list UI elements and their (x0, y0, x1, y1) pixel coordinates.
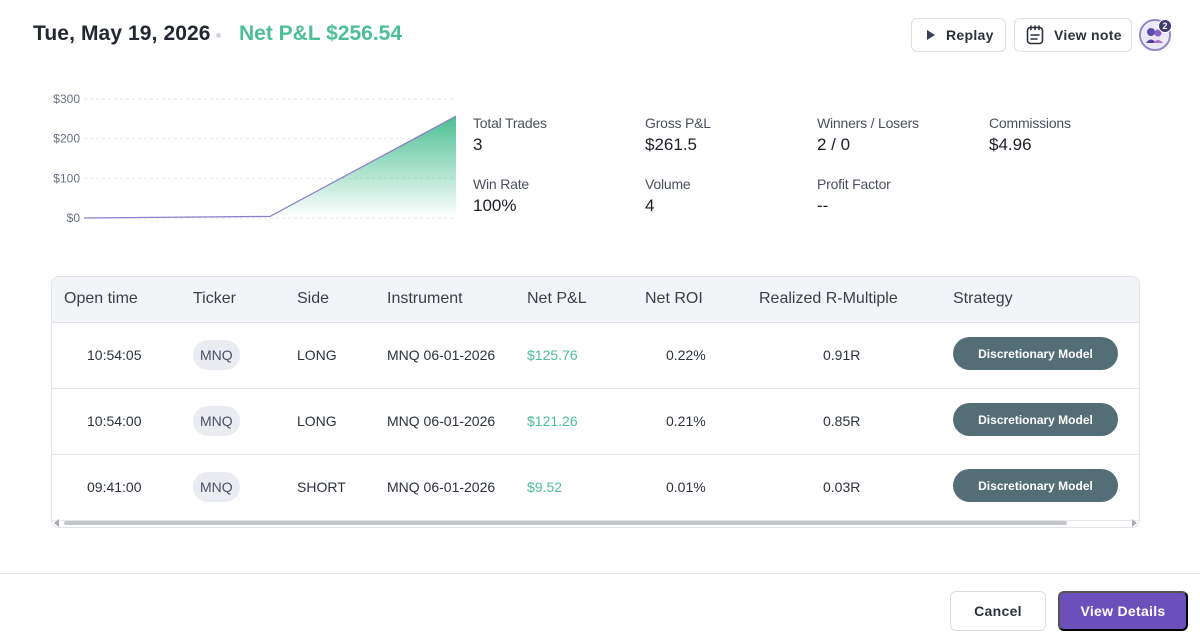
stat-volume: Volume 4 (645, 176, 691, 216)
trades-table: Open time Ticker Side Instrument Net P&L… (51, 276, 1140, 528)
column-header-net-roi[interactable]: Net ROI (645, 290, 703, 307)
replay-button-label: Replay (946, 27, 994, 43)
column-header-side[interactable]: Side (297, 290, 330, 307)
column-header-ticker[interactable]: Ticker (193, 290, 236, 307)
stat-value: $4.96 (989, 135, 1032, 154)
cell-net-roi: 0.21% (666, 413, 706, 429)
column-header-strategy[interactable]: Strategy (953, 290, 1013, 307)
stat-label: Profit Factor (817, 176, 891, 192)
cancel-button[interactable]: Cancel (950, 591, 1046, 631)
cell-side: LONG (297, 347, 337, 363)
cell-r-multiple: 0.91R (823, 347, 861, 363)
y-tick-label: $200 (53, 132, 80, 146)
cell-net-roi: 0.22% (666, 347, 706, 363)
horizontal-scrollbar[interactable] (52, 517, 1139, 527)
stat-value: -- (817, 196, 829, 215)
footer-divider (0, 573, 1200, 574)
stat-winners-losers: Winners / Losers 2 / 0 (817, 115, 919, 155)
stat-value: 3 (473, 135, 483, 154)
stat-commissions: Commissions $4.96 (989, 115, 1071, 155)
stat-profit-factor: Profit Factor -- (817, 176, 891, 216)
cell-r-multiple: 0.03R (823, 479, 861, 495)
scroll-left-arrow-icon[interactable] (54, 519, 59, 527)
cell-instrument: MNQ 06-01-2026 (387, 479, 496, 495)
notification-count-badge: 2 (1158, 19, 1172, 33)
strategy-tag[interactable]: Discretionary Model (953, 337, 1118, 370)
cell-side: LONG (297, 413, 337, 429)
stat-label: Win Rate (473, 176, 529, 192)
stat-total-trades: Total Trades 3 (473, 115, 547, 155)
view-note-button-label: View note (1054, 27, 1122, 43)
stat-label: Gross P&L (645, 115, 711, 131)
cumulative-pl-chart: $0 $100 $200 $300 (40, 86, 470, 236)
stat-value: 100% (473, 196, 517, 215)
stat-gross-pl: Gross P&L $261.5 (645, 115, 711, 155)
stat-value: 4 (645, 196, 655, 215)
net-pl-summary: Net P&L $256.54 (239, 22, 403, 45)
cell-net-pl: $9.52 (527, 479, 563, 495)
ticker-badge: MNQ (193, 340, 240, 370)
y-tick-label: $100 (53, 171, 80, 185)
cell-open-time: 09:41:00 (87, 479, 142, 495)
stat-label: Winners / Losers (817, 115, 919, 131)
cell-side: SHORT (297, 479, 346, 495)
table-header: Open time Ticker Side Instrument Net P&L… (52, 277, 1139, 323)
cell-instrument: MNQ 06-01-2026 (387, 347, 496, 363)
cell-net-pl: $125.76 (527, 347, 578, 363)
cell-net-roi: 0.01% (666, 479, 706, 495)
ticker-badge: MNQ (193, 472, 240, 502)
column-header-instrument[interactable]: Instrument (387, 290, 463, 307)
cell-r-multiple: 0.85R (823, 413, 861, 429)
strategy-tag[interactable]: Discretionary Model (953, 469, 1118, 502)
replay-button[interactable]: Replay (911, 18, 1006, 52)
scrollbar-thumb[interactable] (64, 521, 1067, 525)
stat-value: 2 / 0 (817, 135, 851, 154)
ticker-badge: MNQ (193, 406, 240, 436)
scroll-right-arrow-icon[interactable] (1132, 519, 1137, 527)
separator-dot (216, 33, 221, 38)
avatar[interactable]: 2 (1139, 19, 1172, 51)
view-note-button[interactable]: View note (1014, 18, 1132, 52)
page-title-date: Tue, May 19, 2026 (33, 22, 211, 45)
cell-open-time: 10:54:05 (87, 347, 142, 363)
cell-instrument: MNQ 06-01-2026 (387, 413, 496, 429)
stat-label: Total Trades (473, 115, 547, 131)
table-row[interactable]: 10:54:05 MNQ LONG MNQ 06-01-2026 $125.76… (52, 323, 1139, 389)
y-tick-label: $0 (67, 211, 81, 225)
chart-svg: $0 $100 $200 $300 (53, 92, 457, 225)
stat-value: $261.5 (645, 135, 697, 154)
stat-label: Commissions (989, 115, 1071, 131)
column-header-net-pl[interactable]: Net P&L (527, 290, 587, 307)
cell-net-pl: $121.26 (527, 413, 578, 429)
modal-header: Tue, May 19, 2026 Net P&L $256.54 Replay… (0, 0, 1200, 72)
strategy-tag[interactable]: Discretionary Model (953, 403, 1118, 436)
view-details-button[interactable]: View Details (1058, 591, 1188, 631)
note-icon (1026, 25, 1044, 45)
table-row[interactable]: 09:41:00 MNQ SHORT MNQ 06-01-2026 $9.52 … (52, 455, 1139, 521)
stat-label: Volume (645, 176, 691, 192)
cell-open-time: 10:54:00 (87, 413, 142, 429)
column-header-open-time[interactable]: Open time (64, 290, 138, 307)
y-tick-label: $300 (53, 92, 80, 106)
play-icon (926, 29, 936, 41)
stat-win-rate: Win Rate 100% (473, 176, 529, 216)
column-header-r-multiple[interactable]: Realized R-Multiple (759, 290, 898, 307)
table-row[interactable]: 10:54:00 MNQ LONG MNQ 06-01-2026 $121.26… (52, 389, 1139, 455)
